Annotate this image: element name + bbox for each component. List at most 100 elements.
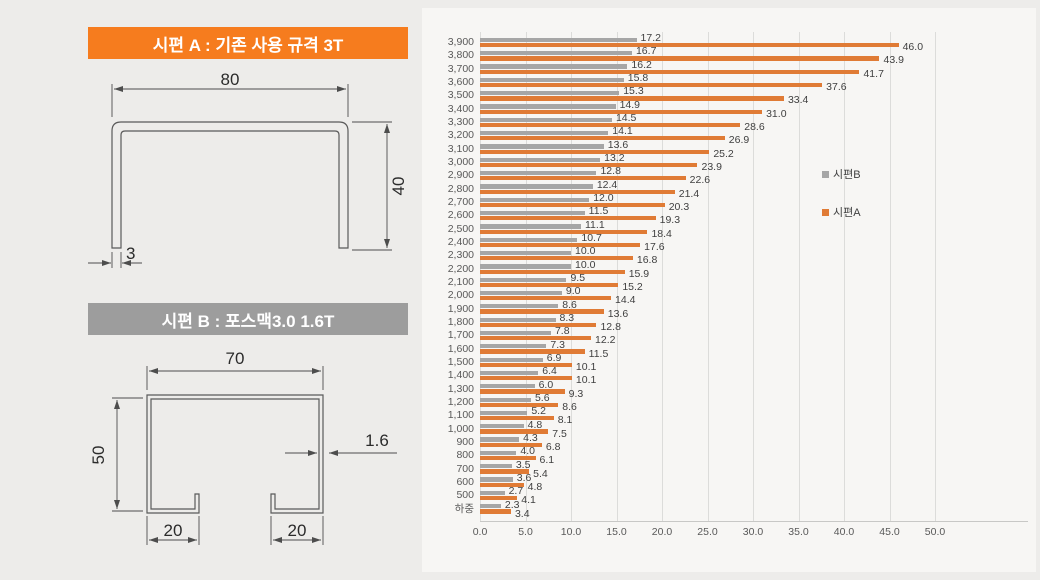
category-label: 2,500 xyxy=(447,222,474,235)
gridline xyxy=(889,32,891,521)
gridline xyxy=(707,32,709,521)
value-label-시편B: 4.3 xyxy=(523,431,538,444)
category-label: 3,400 xyxy=(447,102,474,115)
profile-b-shape xyxy=(146,394,324,514)
bar-row: 1,900 8.6 13.6 xyxy=(448,299,1030,319)
category-label: 2,300 xyxy=(447,249,474,262)
bar-시편A xyxy=(480,122,741,128)
bar-시편B xyxy=(480,304,559,309)
bar-시편B xyxy=(480,317,556,322)
value-label-시편A: 8.1 xyxy=(557,414,573,427)
bar-row: 3,900 17.2 46.0 xyxy=(448,32,1030,53)
category-label: 700 xyxy=(456,462,474,475)
bar-시편B xyxy=(480,504,501,509)
bar-row: 500 2.7 4.1 xyxy=(456,486,1030,506)
gridline xyxy=(935,32,936,521)
value-label-시편A: 23.9 xyxy=(701,160,722,173)
bar-row: 하중 2.3 3.4 xyxy=(455,499,1030,519)
value-label-시편B: 17.2 xyxy=(640,32,661,44)
bar-시편B xyxy=(480,90,620,96)
bar-row: 2,400 10.7 17.6 xyxy=(448,231,1030,252)
bar-시편A xyxy=(480,256,633,261)
bar-row: 1,400 6.4 10.1 xyxy=(448,366,1030,386)
bar-시편B xyxy=(480,410,528,416)
value-label-시편A: 12.2 xyxy=(595,334,616,347)
category-label: 2,000 xyxy=(447,289,474,302)
value-label-시편B: 7.3 xyxy=(550,338,566,351)
x-tick-label: 50.0 xyxy=(924,526,946,538)
value-label-시편B: 4.8 xyxy=(527,418,543,431)
value-label-시편B: 12.8 xyxy=(600,165,621,178)
profile-b-drawing: 70 50 20 20 1.6 xyxy=(89,349,397,545)
category-label: 2,400 xyxy=(447,235,474,248)
value-label-시편A: 43.9 xyxy=(883,54,904,67)
value-label-시편A: 26.9 xyxy=(728,134,750,147)
bar-row: 3,300 14.5 28.6 xyxy=(448,111,1030,132)
bar-시편B xyxy=(480,50,632,56)
legend-label-b: 시편B xyxy=(833,169,861,181)
bar-시편B xyxy=(480,290,562,296)
value-label-시편A: 17.6 xyxy=(644,240,665,253)
bar-시편A xyxy=(480,269,625,274)
value-label-시편A: 10.1 xyxy=(575,360,597,373)
bar-시편A xyxy=(480,482,524,488)
bar-시편B xyxy=(480,477,513,482)
bar-시편B xyxy=(480,104,616,109)
value-label-시편A: 9.3 xyxy=(568,387,584,400)
category-label: 3,300 xyxy=(447,115,474,128)
bar-시편A xyxy=(480,336,592,341)
bar-시편A xyxy=(480,162,698,168)
category-label: 2,700 xyxy=(447,195,474,208)
value-label-시편A: 46.0 xyxy=(902,41,924,53)
value-label-시편A: 12.8 xyxy=(600,320,621,333)
bar-시편B xyxy=(480,77,624,82)
value-label-시편A: 3.4 xyxy=(514,507,530,520)
value-label-시편B: 14.9 xyxy=(619,98,641,111)
value-label-시편A: 22.6 xyxy=(689,174,711,187)
category-label: 800 xyxy=(456,449,474,462)
x-tick-label: 35.0 xyxy=(788,526,809,538)
x-axis-baseline xyxy=(480,521,1028,522)
bar-시편A xyxy=(480,376,572,381)
bar-시편B xyxy=(480,464,512,469)
bar-row: 1,100 5.2 8.1 xyxy=(448,406,1030,426)
bar-시편B xyxy=(480,384,535,389)
value-label-시편A: 18.4 xyxy=(651,227,672,240)
bar-시편A xyxy=(480,322,597,328)
bar-시편A xyxy=(480,202,665,208)
value-label-시편B: 3.6 xyxy=(516,471,532,484)
legend-swatch-a xyxy=(822,208,829,216)
value-label-시편A: 15.2 xyxy=(622,280,643,293)
legend-label-a: 시편A xyxy=(833,207,861,219)
category-label: 3,100 xyxy=(447,142,474,155)
value-label-시편B: 10.7 xyxy=(581,231,602,244)
bar-row: 3,000 13.2 23.9 xyxy=(448,152,1030,172)
x-tick-label: 30.0 xyxy=(742,526,764,538)
bar-시편B xyxy=(480,344,547,349)
category-label: 2,200 xyxy=(447,262,474,275)
value-label-시편B: 7.8 xyxy=(554,325,570,338)
value-label-시편A: 6.1 xyxy=(539,454,555,467)
bar-row: 3,700 16.2 41.7 xyxy=(448,59,1030,79)
legend-item-b: 시편B xyxy=(822,166,861,182)
bar-시편A xyxy=(480,389,565,394)
profile-a-shape xyxy=(111,121,349,249)
value-label-시편A: 10.1 xyxy=(575,374,597,387)
bar-시편A xyxy=(480,469,530,474)
bar-시편B xyxy=(480,184,593,189)
bar-시편A xyxy=(480,42,899,48)
specimen-a-header: 시편 A : 기존 사용 규격 3T xyxy=(88,27,408,59)
value-label-시편B: 14.5 xyxy=(615,111,637,124)
bar-row: 1,300 6.0 9.3 xyxy=(448,379,1030,399)
value-label-시편A: 31.0 xyxy=(766,107,787,120)
bar-시편A xyxy=(480,402,559,408)
bar-시편A xyxy=(480,82,823,88)
category-label: 2,600 xyxy=(447,209,474,222)
bar-row: 3,600 15.8 37.6 xyxy=(448,72,1030,92)
gridline xyxy=(753,32,754,521)
category-label: 1,700 xyxy=(447,329,474,342)
category-label: 1,000 xyxy=(447,422,474,435)
bar-시편A xyxy=(480,349,585,354)
bar-시편A xyxy=(480,416,554,421)
